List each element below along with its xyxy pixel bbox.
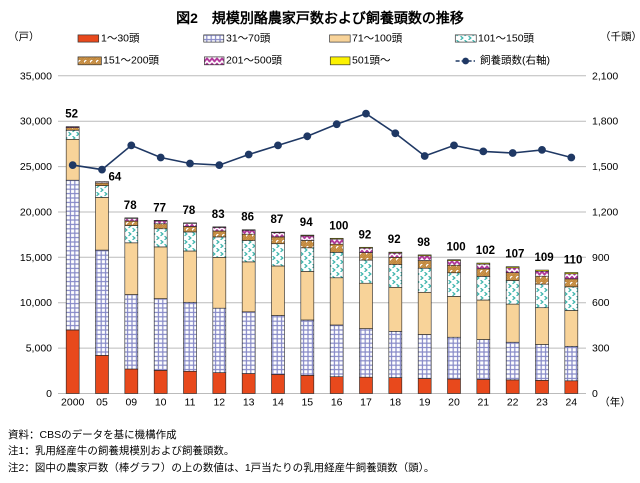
svg-text:（年）: （年） bbox=[599, 396, 631, 409]
svg-text:10,000: 10,000 bbox=[20, 297, 52, 309]
svg-text:1,500: 1,500 bbox=[592, 161, 618, 173]
svg-text:71～100頭: 71～100頭 bbox=[352, 32, 403, 44]
svg-text:501頭～: 501頭～ bbox=[352, 55, 391, 67]
svg-text:83: 83 bbox=[212, 209, 225, 221]
svg-text:22: 22 bbox=[507, 397, 519, 409]
svg-text:16: 16 bbox=[331, 397, 343, 409]
svg-text:151～200頭: 151～200頭 bbox=[103, 55, 160, 67]
svg-text:77: 77 bbox=[153, 202, 166, 214]
svg-text:87: 87 bbox=[271, 214, 284, 226]
svg-text:98: 98 bbox=[417, 237, 430, 249]
svg-text:05: 05 bbox=[96, 397, 108, 409]
svg-text:94: 94 bbox=[300, 217, 313, 229]
svg-text:86: 86 bbox=[241, 212, 254, 224]
svg-text:10: 10 bbox=[155, 397, 167, 409]
svg-text:（戸）: （戸） bbox=[8, 31, 40, 43]
svg-text:0: 0 bbox=[46, 388, 52, 400]
svg-text:13: 13 bbox=[243, 397, 255, 409]
svg-text:100: 100 bbox=[329, 220, 348, 232]
svg-text:23: 23 bbox=[536, 397, 548, 409]
svg-text:注2：図中の農家戸数（棒グラフ）の上の数値は、1戸当たりの乳: 注2：図中の農家戸数（棒グラフ）の上の数値は、1戸当たりの乳用経産牛飼養頭数（頭… bbox=[8, 461, 434, 474]
svg-text:100: 100 bbox=[447, 242, 466, 254]
svg-text:110: 110 bbox=[564, 255, 583, 267]
svg-text:注1：乳用経産牛の飼養規模別および飼養頭数。: 注1：乳用経産牛の飼養規模別および飼養頭数。 bbox=[8, 444, 234, 457]
svg-text:12: 12 bbox=[213, 397, 225, 409]
svg-text:900: 900 bbox=[592, 252, 610, 264]
svg-text:21: 21 bbox=[477, 397, 489, 409]
svg-text:101～150頭: 101～150頭 bbox=[478, 32, 535, 44]
svg-text:1～30頭: 1～30頭 bbox=[101, 32, 140, 44]
svg-text:2,100: 2,100 bbox=[592, 70, 618, 82]
svg-text:飼養頭数(右軸): 飼養頭数(右軸) bbox=[480, 54, 550, 67]
svg-text:20,000: 20,000 bbox=[20, 207, 52, 219]
svg-text:15: 15 bbox=[301, 397, 313, 409]
svg-text:（千頭）: （千頭） bbox=[600, 31, 640, 43]
svg-text:600: 600 bbox=[592, 297, 610, 309]
svg-text:109: 109 bbox=[535, 252, 554, 264]
svg-text:201～500頭: 201～500頭 bbox=[226, 55, 283, 67]
svg-text:14: 14 bbox=[272, 397, 284, 409]
svg-text:102: 102 bbox=[476, 245, 495, 257]
svg-text:17: 17 bbox=[360, 397, 372, 409]
svg-text:30,000: 30,000 bbox=[20, 116, 52, 128]
svg-text:資料：CBSのデータを基に機構作成: 資料：CBSのデータを基に機構作成 bbox=[8, 428, 177, 441]
svg-text:11: 11 bbox=[185, 397, 196, 409]
svg-text:18: 18 bbox=[389, 397, 401, 409]
svg-text:52: 52 bbox=[65, 109, 78, 121]
svg-text:09: 09 bbox=[125, 397, 137, 409]
svg-text:92: 92 bbox=[388, 234, 401, 246]
svg-text:35,000: 35,000 bbox=[20, 70, 52, 82]
svg-text:1,200: 1,200 bbox=[592, 207, 618, 219]
svg-text:19: 19 bbox=[419, 397, 431, 409]
svg-text:78: 78 bbox=[124, 200, 137, 212]
svg-text:5,000: 5,000 bbox=[26, 343, 52, 355]
svg-text:300: 300 bbox=[592, 343, 610, 355]
svg-text:92: 92 bbox=[359, 229, 372, 241]
svg-text:78: 78 bbox=[183, 205, 196, 217]
svg-text:25,000: 25,000 bbox=[20, 161, 52, 173]
svg-text:31～70頭: 31～70頭 bbox=[226, 32, 271, 44]
svg-text:24: 24 bbox=[565, 397, 577, 409]
svg-text:1,800: 1,800 bbox=[592, 116, 618, 128]
svg-text:2000: 2000 bbox=[61, 397, 85, 409]
svg-text:15,000: 15,000 bbox=[20, 252, 52, 264]
svg-text:64: 64 bbox=[109, 172, 122, 184]
svg-text:0: 0 bbox=[592, 388, 598, 400]
svg-text:107: 107 bbox=[505, 249, 524, 261]
svg-text:20: 20 bbox=[448, 397, 460, 409]
